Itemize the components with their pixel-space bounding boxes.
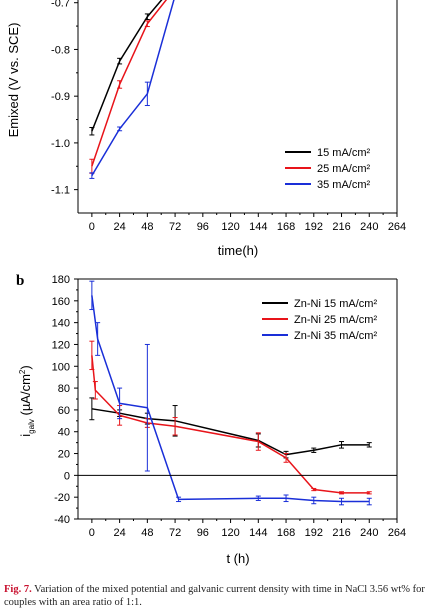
y-tick-label: 60 [58,405,70,417]
panel-b-letter: b [16,273,24,289]
legend-label-1: 15 mA/cm² [317,147,371,159]
chart-b-x-axis-label: t (h) [226,551,249,566]
legend-label-2: 25 mA/cm² [317,163,371,175]
x-tick-label: 240 [360,527,378,539]
chart-b-y-axis-label: igalv (µA/cm2) [18,365,36,436]
legend-label-3: Zn-Ni 35 mA/cm² [294,330,377,342]
series-line-3 [91,0,175,176]
series-line-1 [91,0,163,132]
x-tick-label: 120 [221,527,239,539]
y-tick-label: 0 [64,470,70,482]
legend-label-2: Zn-Ni 25 mA/cm² [294,314,377,326]
x-tick-label: 192 [305,221,323,233]
x-tick-label: 144 [249,527,267,539]
x-tick-label: 24 [113,221,125,233]
figure-caption: Fig. 7. Variation of the mixed potential… [4,583,425,609]
x-tick-label: 72 [169,221,181,233]
x-tick-label: 192 [305,527,323,539]
chart-a-legend: 15 mA/cm² 25 mA/cm² 35 mA/cm² [285,147,371,191]
chart-a-y-axis-label: Emixed (V vs. SCE) [6,23,21,138]
y-tick-label: -0.9 [51,91,70,103]
chart-b-series-layer [89,280,372,506]
chart-a-series-layer [89,0,175,179]
legend-label-3: 35 mA/cm² [317,179,371,191]
chart-a-axes [74,0,398,217]
y-tick-label: -0.7 [51,0,70,10]
y-tick-label: -20 [54,492,70,504]
legend-label-1: Zn-Ni 15 mA/cm² [294,298,377,310]
y-tick-label: 120 [52,339,70,351]
chart-a-emixed: 0 24 48 72 96 120 144 168 192 216 240 264 -1.1-1.0-… [6,0,406,258]
x-tick-label: 48 [141,221,153,233]
y-tick-label: 160 [52,296,70,308]
chart-b-y-label-rest: (µA/cm [18,374,33,419]
caption-label: Fig. 7. [4,584,32,595]
x-tick-label: 168 [277,527,295,539]
chart-b-y-tick-labels: -40 -20 0 20 40 60 80 100 120 140 160 180 [52,274,70,526]
chart-b-y-label-end: ) [18,365,33,369]
x-tick-label: 72 [169,527,181,539]
y-tick-label: 40 [58,427,70,439]
chart-a-y-tick-labels: -1.1 -1.0 -0.9 -0.8 -0.7 [51,0,70,197]
x-tick-label: 216 [332,221,350,233]
x-tick-label: 0 [89,221,95,233]
x-tick-label: 240 [360,221,378,233]
x-tick-label: 96 [197,527,209,539]
y-tick-label: 80 [58,383,70,395]
chart-b-legend: Zn-Ni 15 mA/cm² Zn-Ni 25 mA/cm² Zn-Ni 35 m… [262,298,377,342]
x-tick-label: 144 [249,221,267,233]
y-tick-label: -40 [54,514,70,526]
chart-a-x-axis-label: time(h) [218,243,258,258]
series-line-1 [91,408,370,456]
x-tick-label: 24 [113,527,125,539]
x-tick-label: 264 [388,527,406,539]
y-tick-label: 180 [52,274,70,286]
chart-b-axes [74,278,398,523]
chart-b-y-label-sup: 2 [18,369,27,374]
x-tick-label: 120 [221,221,239,233]
series-line-2 [91,0,168,167]
chart-b-x-tick-labels: 0 24 48 72 96 120 144 168 192 216 240 264 [89,527,406,539]
series-line-2 [91,355,370,494]
y-tick-label: 100 [52,361,70,373]
y-tick-label: -1.1 [51,185,70,197]
chart-b-igalv: b 0 24 48 72 96 120 144 168 192 216 240 264 -40-200… [16,273,406,566]
chart-a-x-tick-labels: 0 24 48 72 96 120 144 168 192 216 240 264 [89,221,406,233]
x-tick-label: 264 [388,221,406,233]
y-tick-label: 20 [58,449,70,461]
chart-b-y-label-main: i [18,434,33,437]
caption-text: Variation of the mixed potential and gal… [4,584,425,608]
y-tick-label: -0.8 [51,44,70,56]
x-tick-label: 168 [277,221,295,233]
series-line-3 [91,295,370,503]
x-tick-label: 48 [141,527,153,539]
y-tick-label: 140 [52,318,70,330]
x-tick-label: 96 [197,221,209,233]
x-tick-label: 216 [332,527,350,539]
y-tick-label: -1.0 [51,138,70,150]
chart-b-y-label-sub: galv [27,419,36,434]
x-tick-label: 0 [89,527,95,539]
